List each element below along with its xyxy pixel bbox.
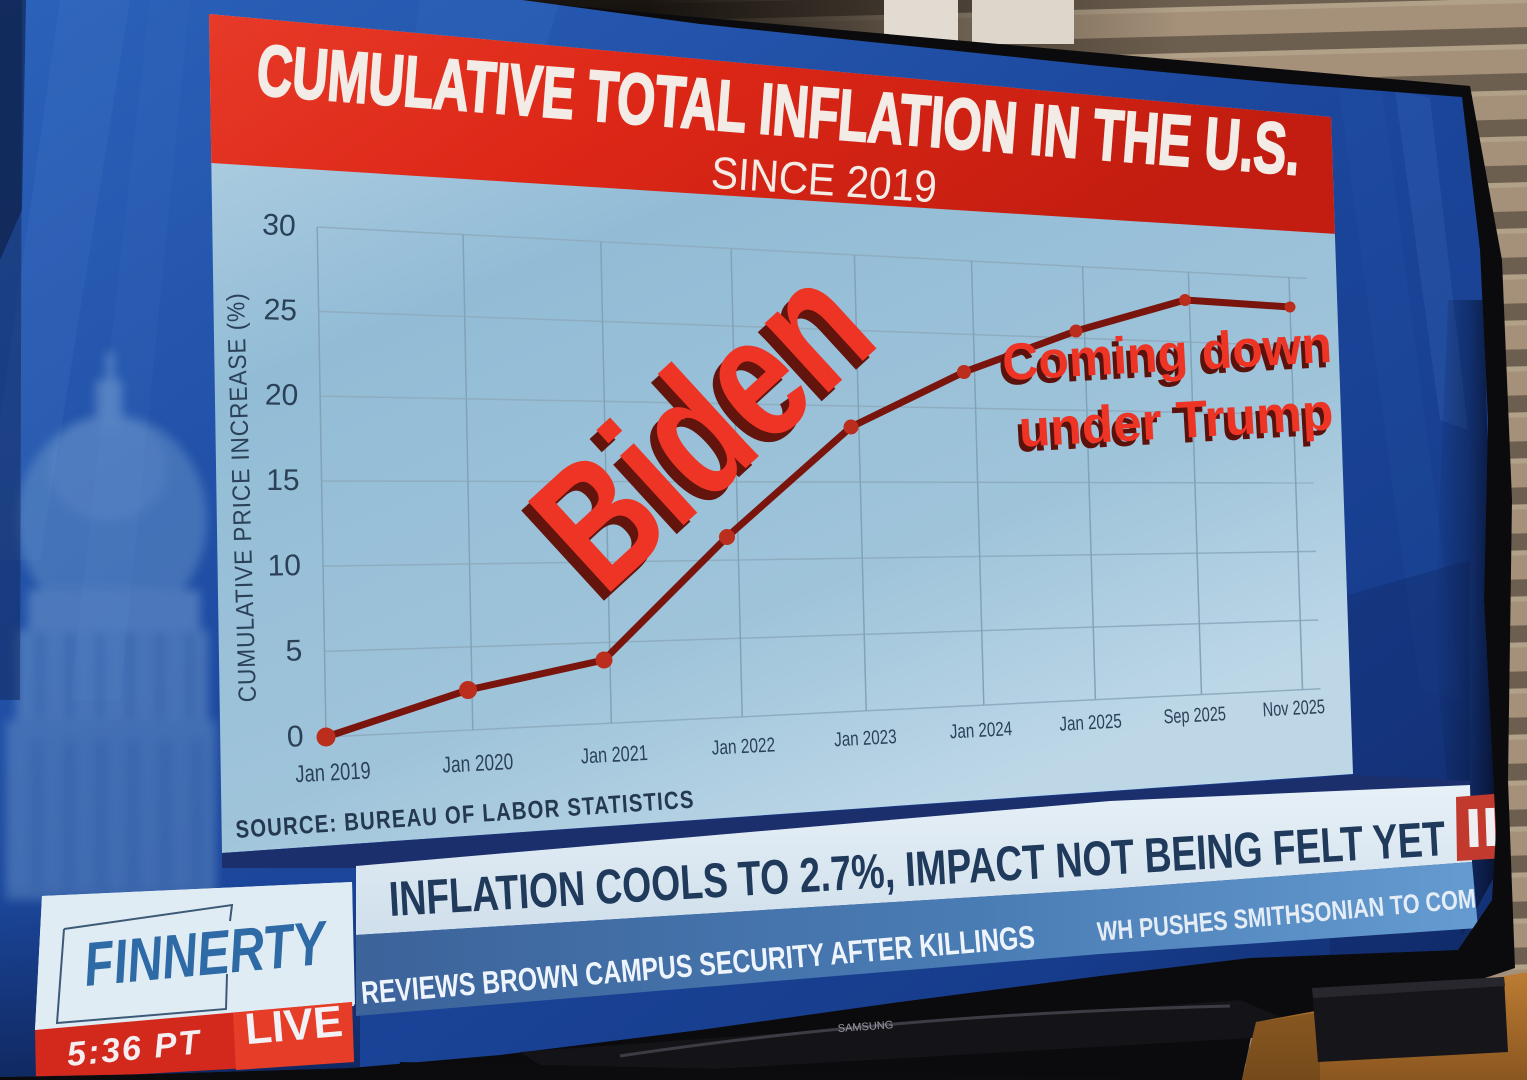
svg-text:15: 15 (266, 464, 299, 497)
svg-text:Jan 2022: Jan 2022 (711, 734, 776, 759)
svg-text:Jan 2020: Jan 2020 (442, 748, 514, 778)
svg-text:LIVE: LIVE (243, 997, 345, 1054)
svg-text:Nov 2025: Nov 2025 (1262, 696, 1325, 721)
svg-text:25: 25 (263, 293, 298, 327)
svg-text:Sep 2025: Sep 2025 (1163, 703, 1226, 728)
svg-text:Jan 2024: Jan 2024 (949, 718, 1012, 743)
svg-text:10: 10 (267, 549, 301, 582)
svg-text:Jan 2019: Jan 2019 (295, 757, 372, 788)
svg-text:0: 0 (286, 720, 304, 754)
svg-text:Jan 2025: Jan 2025 (1059, 710, 1122, 735)
svg-text:SAMSUNG: SAMSUNG (837, 1019, 893, 1035)
svg-text:30: 30 (262, 208, 297, 243)
svg-text:Jan 2023: Jan 2023 (834, 726, 897, 751)
svg-text:20: 20 (265, 378, 299, 412)
svg-text:Jan 2021: Jan 2021 (580, 741, 648, 768)
svg-text:5: 5 (285, 634, 303, 668)
